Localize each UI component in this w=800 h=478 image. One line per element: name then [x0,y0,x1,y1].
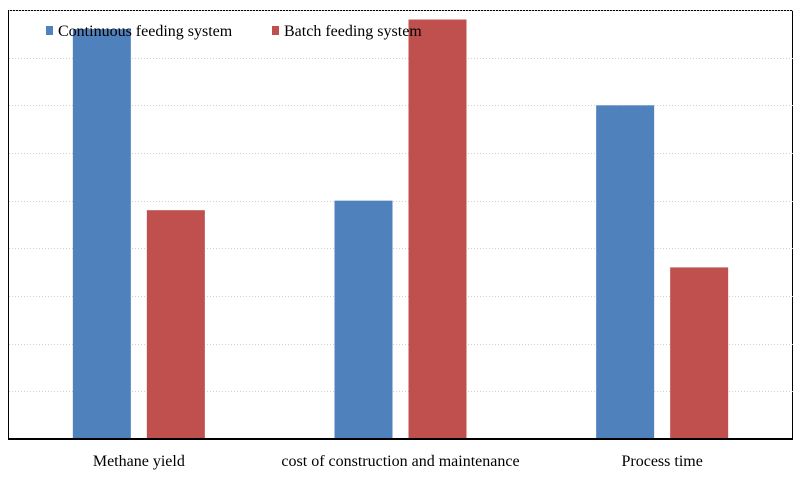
bar-continuous-1 [334,200,393,439]
legend-swatch [272,26,279,35]
legend: Continuous feeding system Batch feeding s… [46,23,422,40]
x-tick-label: Process time [622,453,703,470]
legend-label: Batch feeding system [284,23,422,40]
legend-swatch [46,26,53,35]
x-tick-labels: Methane yield cost of construction and ma… [93,453,703,470]
bar-batch-2 [670,267,729,439]
bar-continuous-0 [72,29,131,440]
x-tick-label: cost of construction and maintenance [281,453,519,470]
legend-label: Continuous feeding system [58,23,233,40]
bar-continuous-2 [596,105,655,439]
x-tick-label: Methane yield [93,453,185,470]
bar-batch-0 [146,210,205,439]
bar-batch-1 [408,19,467,440]
bars [72,19,729,440]
